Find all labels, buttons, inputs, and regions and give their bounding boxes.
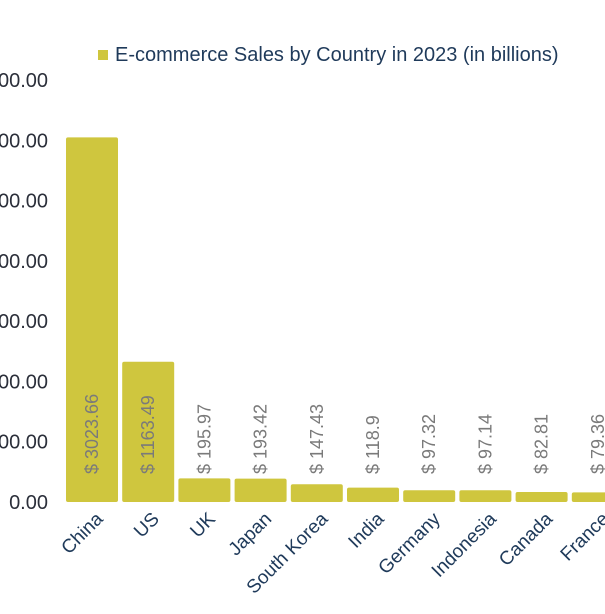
x-tick-label: France [557,509,605,566]
legend: E-commerce Sales by Country in 2023 (in … [98,44,559,66]
data-label: $ 147.43 [307,404,327,474]
bar [515,492,568,502]
x-tick-label: UK [186,508,220,542]
y-tick-label: 1000.00 [0,371,48,393]
bar [459,490,512,502]
y-tick-label: 2000.00 [0,251,48,273]
data-label: $ 3023.66 [82,394,102,474]
data-labels: $ 3023.66 $ 1163.49 $ 195.97 $ 193.42 $ 147.… [82,394,605,474]
legend-marker [98,50,108,60]
x-tick-label: US [130,509,164,543]
y-tick-label: 1500.00 [0,311,48,333]
x-tick-label: Japan [225,509,276,560]
y-tick-label: 3500.00 [0,70,48,92]
bar [347,487,399,502]
legend-label: E-commerce Sales by Country in 2023 (in … [115,44,559,66]
y-axis: 0.00 500.00 1000.00 1500.00 2000.00 2500.00 30… [0,70,48,514]
bar [403,490,456,502]
data-label: $ 79.36 [588,414,605,474]
x-tick-label: Canada [495,508,557,570]
bars [66,137,605,503]
bar [290,484,343,502]
y-tick-label: 2500.00 [0,191,48,213]
bar [122,361,175,502]
y-tick-label: 3000.00 [0,130,48,152]
y-tick-label: 0.00 [9,492,48,514]
data-label: $ 82.81 [532,414,552,474]
data-label: $ 195.97 [194,404,214,474]
data-label: $ 193.42 [251,404,271,474]
data-label: $ 97.32 [419,414,439,474]
data-label: $ 118.9 [363,415,383,474]
bar [178,478,231,502]
data-label: $ 1163.49 [138,395,158,474]
bar [571,492,605,502]
x-tick-label: India [345,508,389,552]
data-label: $ 97.14 [475,414,495,474]
x-tick-label: China [58,508,108,558]
y-tick-label: 500.00 [0,432,48,454]
bar [66,137,118,503]
bar [234,478,287,502]
